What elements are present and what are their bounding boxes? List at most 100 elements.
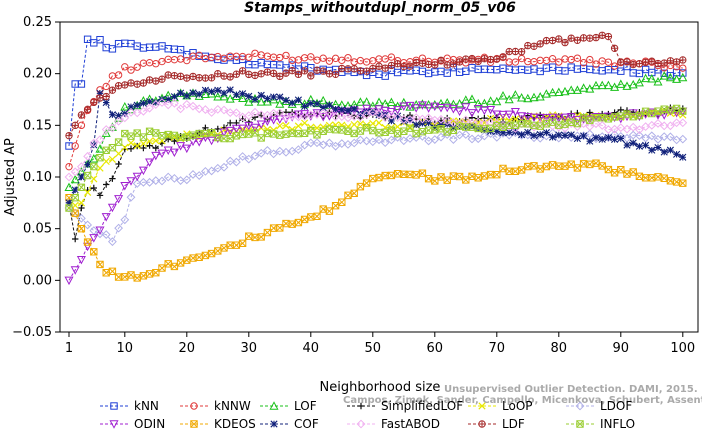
data-point: [561, 162, 569, 170]
legend-label: INFLO: [600, 417, 635, 431]
data-point: [679, 56, 687, 64]
legend-label: LOF: [294, 399, 317, 413]
data-point: [282, 122, 290, 130]
data-point: [449, 124, 457, 132]
data-point: [517, 166, 526, 174]
data-point: [560, 113, 570, 123]
data-point: [493, 55, 501, 63]
data-point: [400, 63, 407, 70]
data-point: [679, 64, 687, 72]
data-point: [326, 70, 333, 78]
data-point: [245, 232, 253, 240]
data-point: [324, 138, 334, 148]
data-point: [393, 123, 402, 131]
data-point: [586, 137, 594, 145]
data-point: [319, 103, 327, 112]
data-point: [89, 153, 99, 163]
data-point: [262, 110, 272, 120]
data-point: [641, 65, 650, 74]
data-point: [455, 107, 465, 117]
data-point: [381, 111, 389, 119]
data-point: [542, 129, 550, 137]
data-point: [183, 133, 191, 141]
data-point: [554, 122, 564, 132]
data-point: [623, 141, 631, 149]
data-point: [529, 122, 539, 132]
data-point: [431, 124, 439, 132]
data-point: [114, 149, 123, 158]
data-point: [536, 67, 544, 76]
data-point: [530, 132, 538, 140]
data-point: [114, 195, 124, 204]
data-point: [573, 36, 582, 45]
data-point: [530, 43, 538, 50]
data-point: [535, 92, 545, 101]
data-point: [586, 55, 594, 64]
data-point: [437, 56, 445, 64]
data-point: [387, 53, 396, 61]
data-point: [258, 70, 265, 77]
data-point: [188, 170, 198, 179]
data-point: [109, 420, 119, 429]
data-point: [424, 174, 433, 183]
data-point: [107, 203, 117, 213]
data-point: [232, 241, 241, 249]
data-point: [263, 94, 271, 103]
data-point: [611, 45, 618, 52]
data-point: [77, 111, 86, 119]
data-point: [672, 74, 682, 83]
chart-title: Stamps_withoutdupl_norm_05_v06: [244, 0, 516, 16]
data-point: [189, 73, 197, 80]
data-point: [207, 136, 217, 146]
data-point: [437, 57, 445, 64]
data-point: [634, 131, 644, 140]
data-point: [617, 67, 625, 75]
data-point: [630, 61, 637, 68]
data-point: [648, 174, 656, 182]
data-point: [83, 171, 92, 180]
data-point: [256, 148, 266, 158]
legend-item-simplifiedlof: SimplifiedLOF: [347, 399, 463, 413]
data-point: [555, 35, 562, 43]
data-point: [219, 91, 229, 101]
legend-label: LoOP: [502, 399, 533, 413]
data-point: [232, 132, 241, 140]
data-point: [492, 132, 502, 142]
data-point: [603, 133, 613, 143]
data-point: [487, 56, 494, 63]
data-point: [307, 72, 315, 80]
data-point: [474, 57, 482, 66]
data-point: [405, 101, 415, 111]
y-tick-label: 0.25: [23, 15, 52, 30]
data-point: [77, 121, 86, 130]
data-point: [411, 104, 421, 113]
data-point: [307, 126, 315, 135]
data-point: [442, 98, 452, 107]
data-point: [511, 167, 520, 176]
data-point: [561, 131, 569, 140]
data-point: [89, 138, 99, 148]
data-point: [294, 122, 303, 130]
data-point: [478, 420, 486, 428]
data-point: [634, 125, 644, 135]
data-point: [90, 141, 98, 149]
data-point: [518, 131, 526, 139]
data-point: [194, 138, 204, 147]
data-point: [102, 146, 110, 155]
data-point: [324, 107, 334, 117]
data-point: [653, 77, 663, 86]
data-point: [436, 132, 446, 142]
data-point: [648, 58, 655, 65]
data-point: [417, 99, 427, 108]
data-point: [239, 67, 246, 75]
data-point: [419, 60, 426, 67]
data-point: [647, 131, 657, 141]
data-point: [536, 122, 544, 130]
data-point: [245, 92, 253, 100]
data-point: [418, 169, 427, 177]
data-point: [535, 113, 545, 123]
data-point: [579, 58, 588, 67]
data-point: [363, 108, 371, 116]
data-point: [313, 56, 321, 64]
